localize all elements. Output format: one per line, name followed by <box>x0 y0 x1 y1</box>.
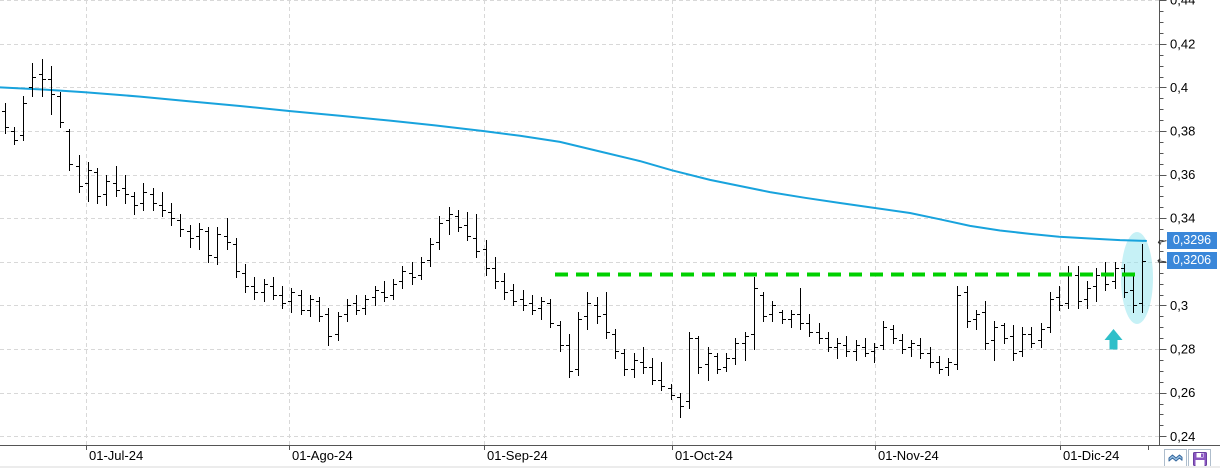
tag-pointer-arrow-icon: ← <box>1156 233 1169 249</box>
up-arrow-annotation[interactable] <box>1104 329 1123 350</box>
x-axis-date-label: 01-Oct-24 <box>675 448 733 463</box>
y-axis-label: 0,38 <box>1170 124 1195 139</box>
y-axis-label: 0,28 <box>1170 342 1195 357</box>
y-axis-label: 0,24 <box>1170 429 1195 444</box>
y-axis-label: 0,34 <box>1170 211 1195 226</box>
y-axis-label: 0,44 <box>1170 0 1195 8</box>
moving-average-line[interactable] <box>0 86 1147 242</box>
x-axis-date-label: 01-Ago-24 <box>292 448 353 463</box>
y-axis-label: 0,4 <box>1170 80 1188 95</box>
last-price-tag: 0,3206 <box>1167 252 1217 269</box>
autoscroll-button[interactable] <box>1164 449 1187 468</box>
tag-pointer-arrow-icon: ← <box>1156 253 1168 269</box>
x-axis-date-label: 01-Nov-24 <box>878 448 939 463</box>
x-axis-date-label: 01-Sep-24 <box>487 448 548 463</box>
y-axis-label: 0,26 <box>1170 385 1195 400</box>
y-axis-label: 0,3 <box>1170 298 1188 313</box>
y-axis-label: 0,36 <box>1170 167 1195 182</box>
save-icon <box>1192 452 1207 466</box>
x-axis-date-label: 01-Dic-24 <box>1063 448 1119 463</box>
window-bottom-edge <box>0 466 1220 468</box>
highlight-ellipse-annotation[interactable] <box>1121 232 1153 324</box>
save-button[interactable] <box>1188 449 1211 468</box>
ma-value-tag: 0,3296 <box>1167 232 1217 250</box>
x-axis-date-label: 01-Jul-24 <box>89 448 143 463</box>
y-axis-label: 0,42 <box>1170 36 1195 51</box>
double-zigzag-icon <box>1168 454 1183 462</box>
